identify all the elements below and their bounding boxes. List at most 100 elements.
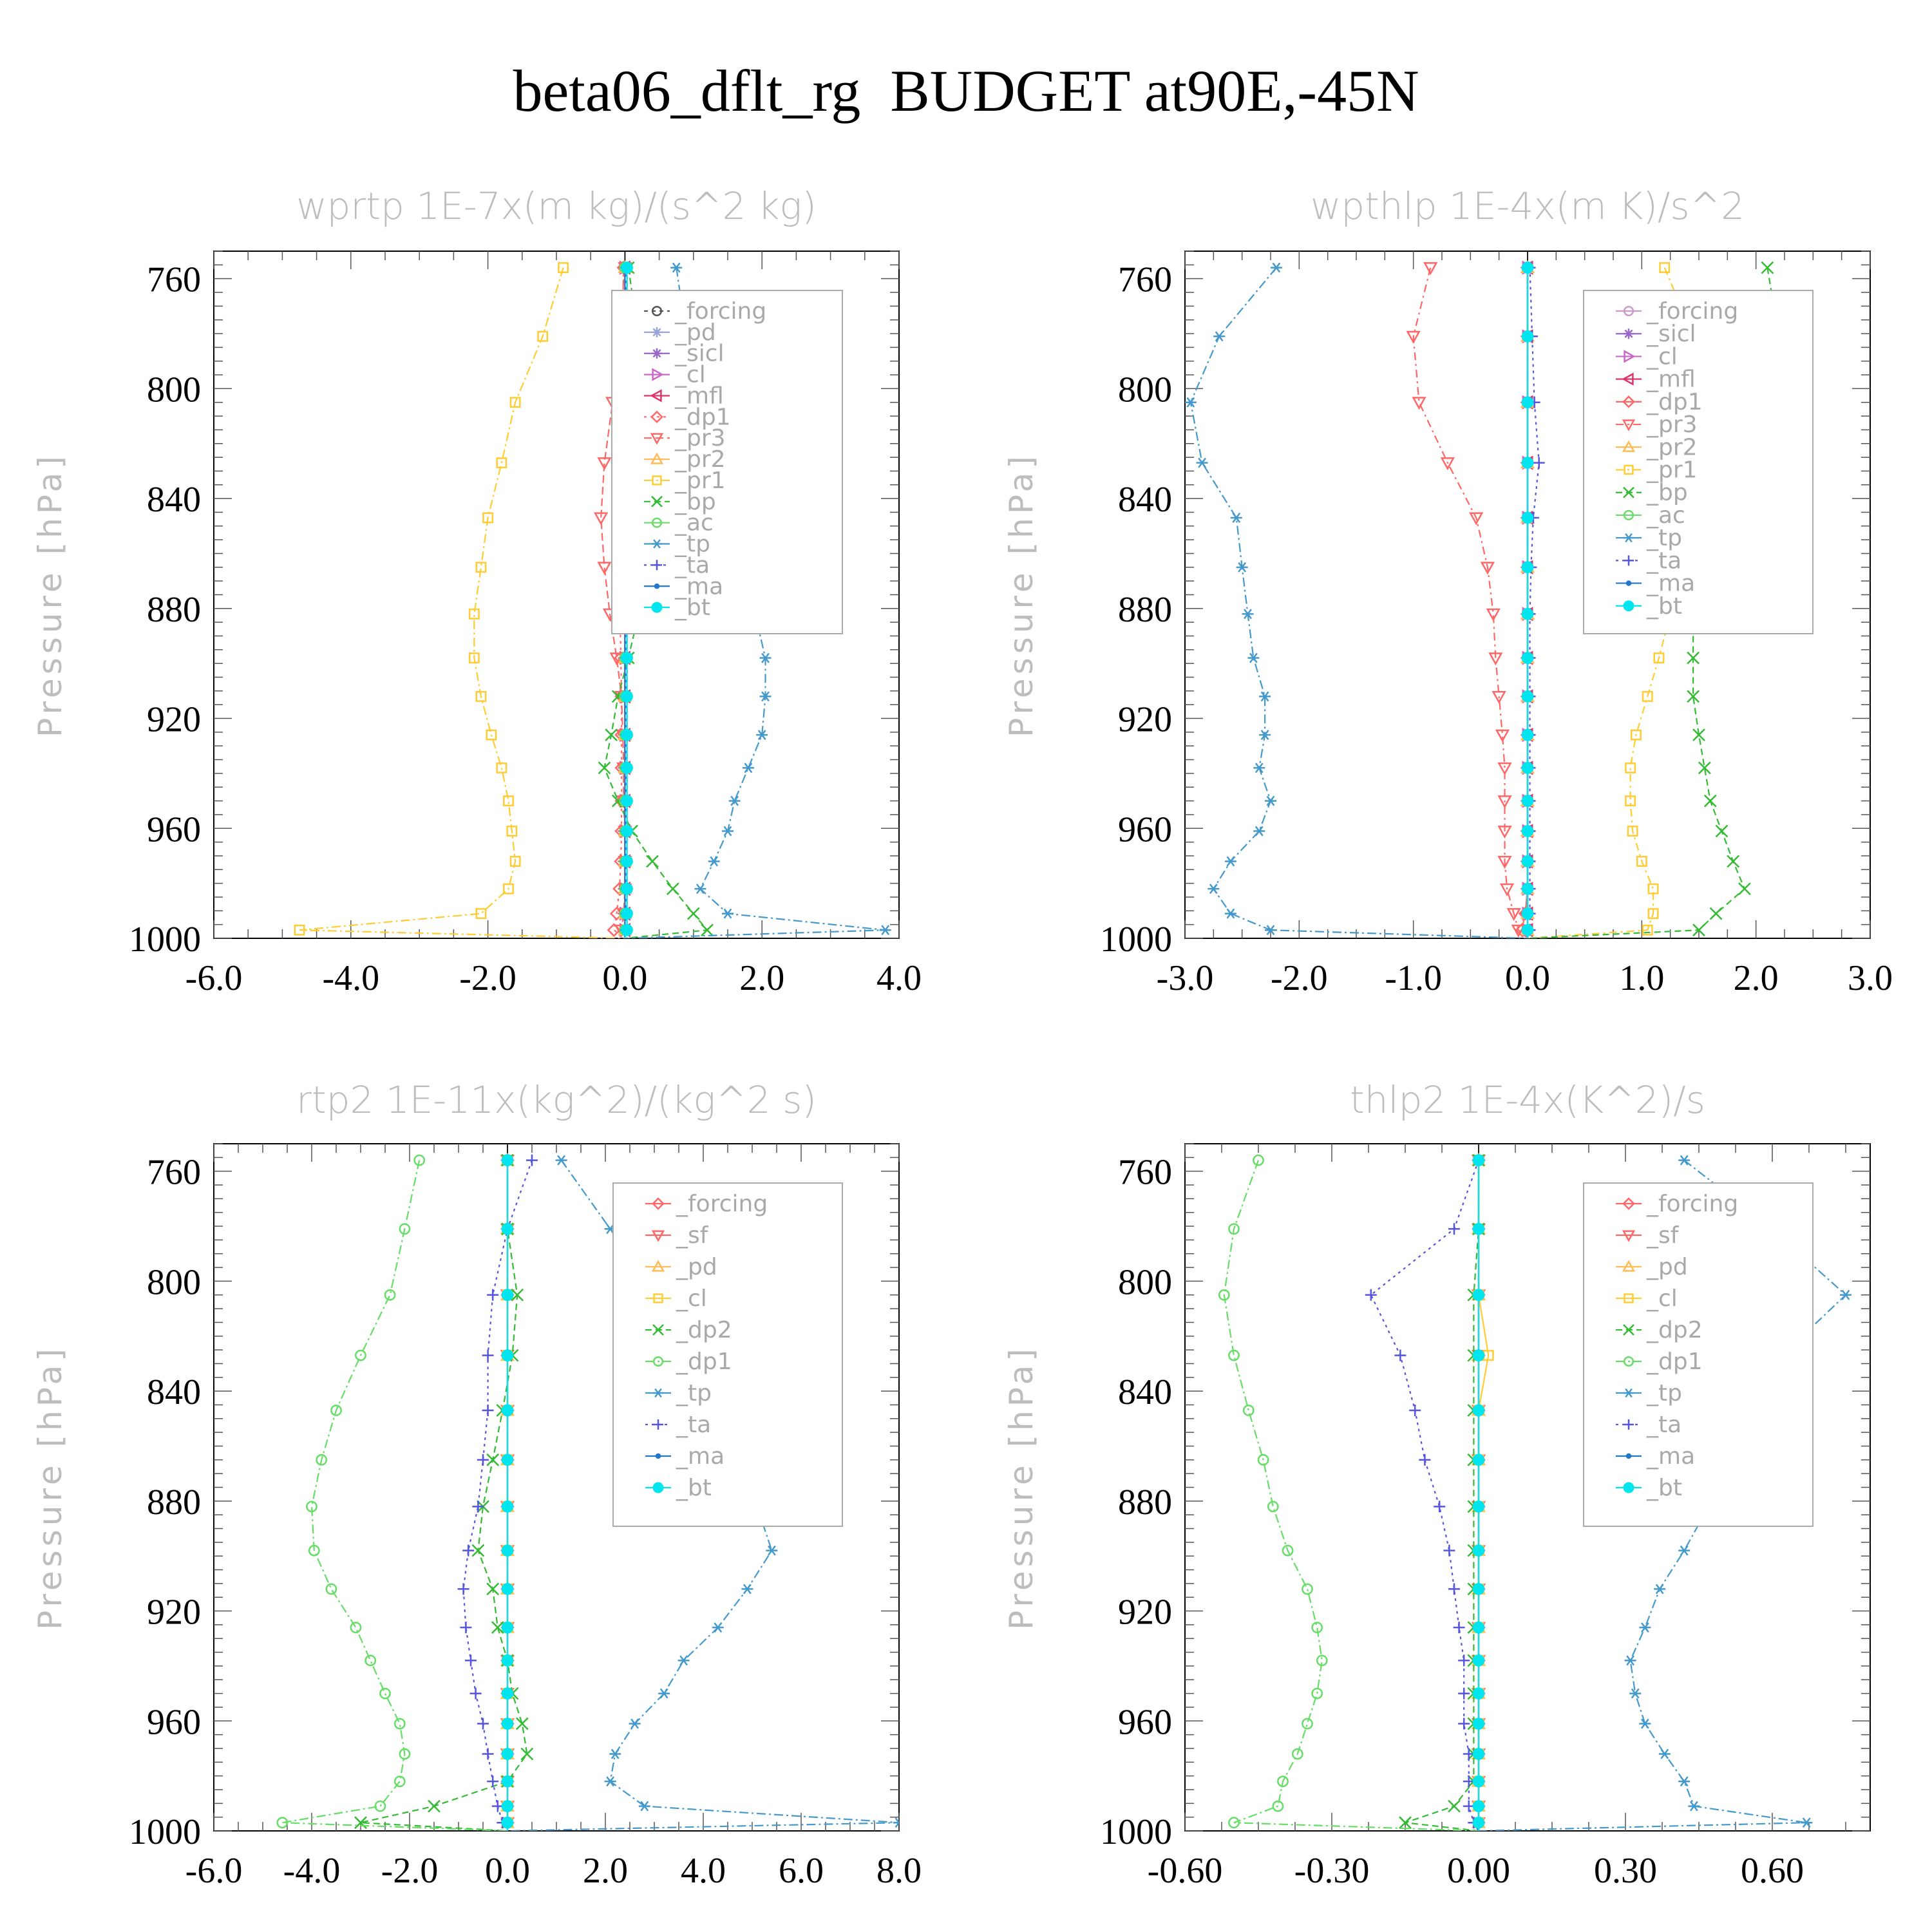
legend-marker [653, 1388, 663, 1398]
data-point [501, 1349, 514, 1361]
data-point [1678, 1776, 1690, 1787]
data-point [537, 330, 549, 342]
x-tick-label: 2.0 [583, 1851, 628, 1891]
data-point [1472, 1289, 1485, 1302]
x-tick-label: -1.0 [1385, 958, 1442, 998]
x-tick-label: -4.0 [283, 1851, 341, 1891]
legend-label: _bt [1646, 593, 1682, 620]
legend-label: _ac [674, 510, 714, 536]
y-tick-label: 1000 [129, 920, 201, 960]
data-point [330, 1405, 342, 1416]
data-point [354, 1816, 367, 1830]
x-tick-label: 3.0 [1848, 958, 1893, 998]
data-point [1291, 1748, 1303, 1760]
x-tick-label: 2.0 [739, 958, 784, 998]
data-point [509, 856, 521, 867]
data-point [482, 1349, 494, 1361]
series-line [1223, 1160, 1479, 1831]
x-tick-label: 4.0 [876, 958, 922, 998]
data-point [379, 1687, 391, 1700]
data-point [1259, 730, 1271, 741]
data-point [1257, 1454, 1269, 1466]
legend-label: _dp1 [674, 404, 731, 430]
data-point [1253, 762, 1265, 773]
figure-title: beta06_dflt_rg BUDGET at90E,-45N [513, 58, 1419, 124]
data-point [621, 690, 633, 703]
data-point [511, 1288, 524, 1302]
series-line [462, 1160, 533, 1831]
legend-marker [650, 433, 664, 445]
data-point [893, 1817, 899, 1828]
data-point [1506, 908, 1521, 922]
data-point [741, 1584, 753, 1595]
data-point [1692, 923, 1705, 937]
data-point [1196, 457, 1208, 468]
legend-label: _pr2 [1646, 434, 1698, 460]
data-point [1499, 883, 1515, 896]
data-point [666, 882, 679, 896]
y-tick-label: 760 [1118, 1153, 1172, 1193]
legend-label: _pr1 [674, 468, 726, 494]
data-point [482, 512, 494, 524]
legend-label: _bp [1646, 480, 1688, 506]
legend-label: _ta [674, 552, 710, 578]
legend-label: _forcing [1646, 298, 1738, 325]
y-axis-label: Pressure [hPa] [1003, 452, 1040, 737]
data-point [1272, 1800, 1284, 1812]
series-dp2 [1399, 1153, 1485, 1831]
data-point [1472, 1583, 1485, 1595]
data-point [701, 923, 714, 937]
data-point [1472, 1775, 1485, 1788]
data-point [722, 908, 734, 919]
data-point [1440, 457, 1455, 471]
x-tick-label: 0.0 [485, 1851, 530, 1891]
data-point [501, 1544, 514, 1557]
series-pr3 [1406, 262, 1528, 938]
data-point [728, 795, 741, 806]
legend-marker [652, 1482, 664, 1493]
legend-label: _bt [676, 1475, 712, 1501]
data-point [515, 1717, 529, 1730]
series-line [625, 267, 886, 938]
data-point [1629, 1688, 1642, 1699]
data-point [1698, 761, 1711, 775]
data-point [658, 1688, 670, 1699]
data-point [457, 1583, 469, 1595]
data-point [1497, 826, 1512, 839]
y-tick-label: 960 [1118, 1702, 1172, 1742]
legend-label: _pr3 [674, 425, 726, 451]
data-point [486, 1453, 500, 1466]
data-point [1692, 728, 1705, 742]
data-point [477, 1454, 489, 1466]
data-point [509, 397, 521, 408]
legend-marker [1622, 1260, 1636, 1272]
legend-marker [1625, 1453, 1632, 1459]
data-point [350, 1622, 362, 1634]
series-bt [1521, 261, 1534, 938]
legend-label: _pd [676, 1254, 717, 1280]
data-point [1521, 457, 1534, 469]
x-tick-label: 0.0 [1505, 958, 1550, 998]
data-point [501, 1289, 514, 1302]
data-point [708, 856, 720, 867]
x-tick-label: 0.60 [1741, 1851, 1804, 1891]
series-line [299, 267, 625, 938]
x-tick-label: 0.30 [1594, 1851, 1657, 1891]
data-point [1659, 262, 1671, 274]
data-point [1625, 762, 1636, 773]
y-tick-label: 840 [147, 480, 201, 520]
data-point [487, 1289, 499, 1301]
data-point [1224, 856, 1236, 867]
data-point [621, 261, 633, 274]
x-tick-label: 4.0 [681, 1851, 726, 1891]
legend-marker [1622, 419, 1636, 431]
legend-label: _tp [674, 531, 710, 558]
data-point [503, 883, 514, 895]
series-dp1 [276, 1154, 508, 1831]
data-point [1448, 1799, 1461, 1813]
y-tick-label: 960 [147, 1702, 201, 1742]
legend-label: _ma [674, 573, 723, 600]
data-point [694, 884, 706, 895]
data-point [1423, 262, 1438, 276]
